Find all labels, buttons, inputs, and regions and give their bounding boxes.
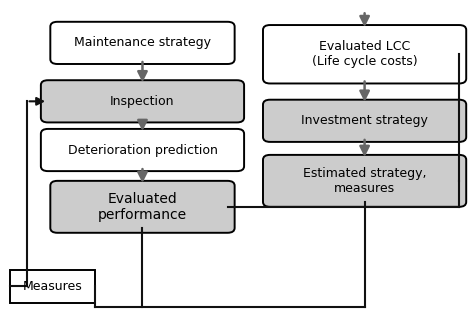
Text: Investment strategy: Investment strategy bbox=[301, 114, 428, 127]
Text: Measures: Measures bbox=[23, 280, 82, 293]
FancyBboxPatch shape bbox=[41, 129, 244, 171]
FancyBboxPatch shape bbox=[50, 22, 235, 64]
Text: Inspection: Inspection bbox=[110, 95, 175, 108]
FancyBboxPatch shape bbox=[10, 270, 95, 303]
Text: Evaluated
performance: Evaluated performance bbox=[98, 192, 187, 222]
FancyBboxPatch shape bbox=[41, 80, 244, 123]
Text: Evaluated LCC
(Life cycle costs): Evaluated LCC (Life cycle costs) bbox=[312, 40, 418, 68]
Text: Maintenance strategy: Maintenance strategy bbox=[74, 37, 211, 50]
FancyBboxPatch shape bbox=[50, 181, 235, 233]
Text: Deterioration prediction: Deterioration prediction bbox=[67, 143, 218, 156]
FancyBboxPatch shape bbox=[263, 25, 466, 83]
Text: Estimated strategy,
measures: Estimated strategy, measures bbox=[303, 167, 426, 195]
FancyBboxPatch shape bbox=[263, 155, 466, 207]
FancyBboxPatch shape bbox=[263, 100, 466, 142]
